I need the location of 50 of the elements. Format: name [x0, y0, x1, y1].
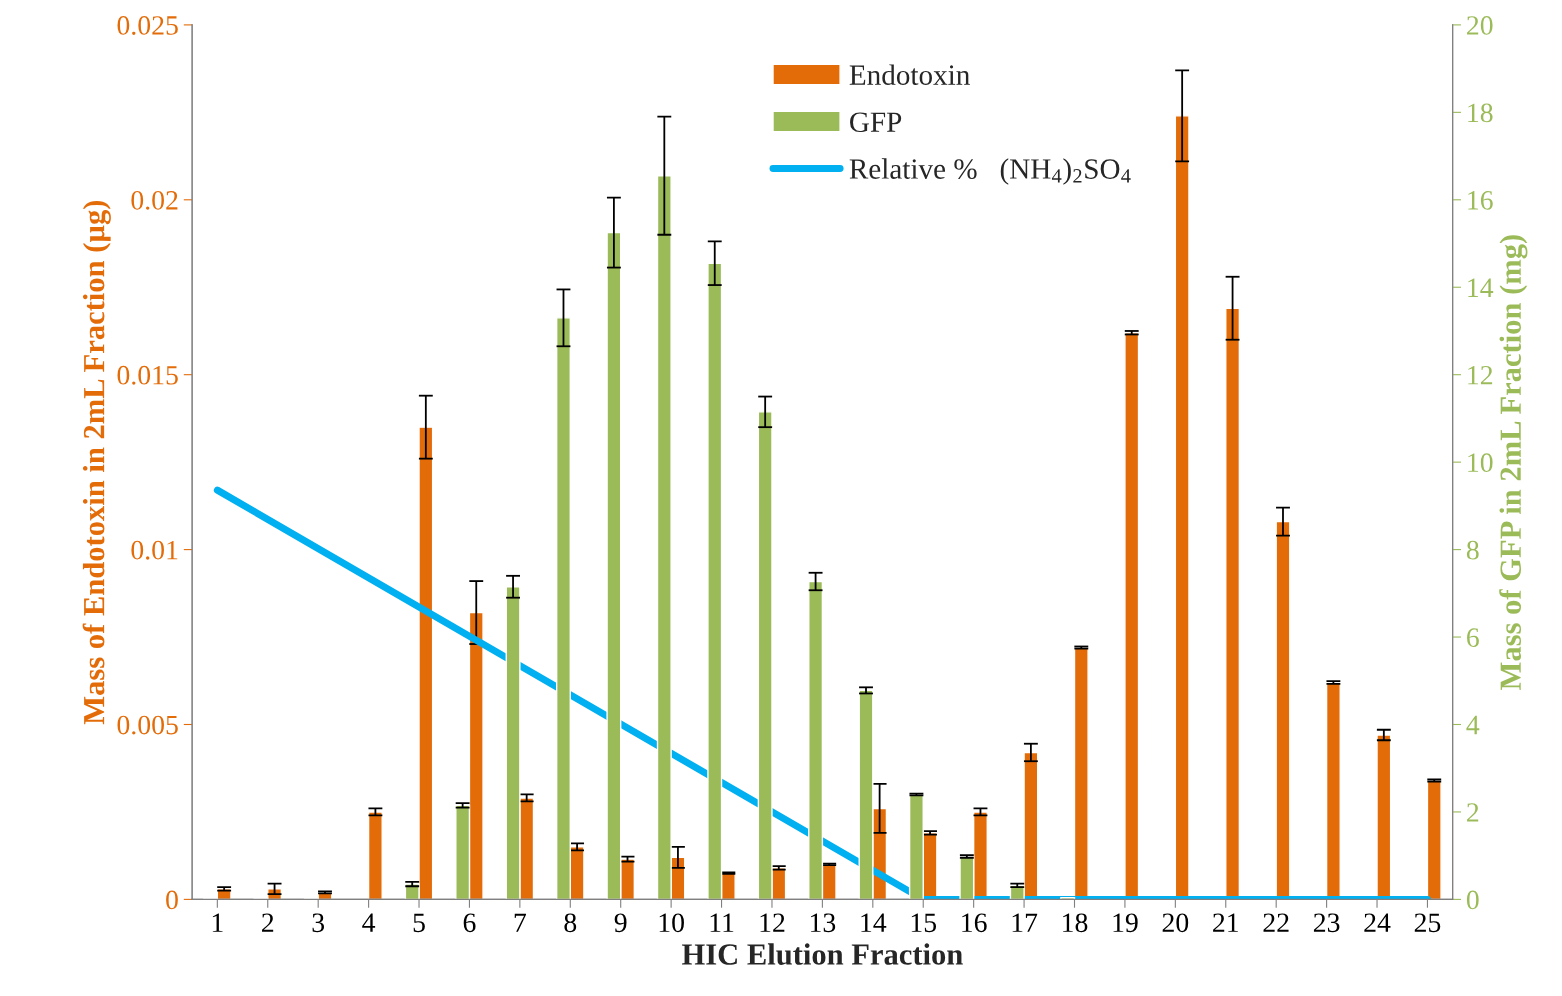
bar: [367, 811, 383, 900]
x-tick-label: 15: [911, 913, 937, 933]
bar: [1426, 779, 1442, 900]
x-tick-label: 2: [262, 913, 274, 932]
x-tick-label: 22: [1263, 913, 1289, 932]
x-tick-label: 16: [962, 913, 987, 933]
x-tick-label: 19: [1113, 913, 1138, 933]
y2-tick-label: 12: [1468, 365, 1493, 385]
x-tick-label: 17: [1012, 913, 1038, 932]
y-axis-title: Mass of Endotoxin in 2mL Fraction (µg): [82, 200, 111, 725]
y2-axis-title: Mass of GFP in 2mL Fraction (mg): [1499, 235, 1528, 690]
x-tick-label: 25: [1414, 913, 1441, 933]
x-tick-label: 11: [710, 913, 734, 932]
x-tick-label: 1: [212, 913, 223, 932]
y-tick-label: 0.005: [117, 715, 178, 735]
y2-tick-label: 8: [1466, 540, 1479, 560]
y-tick-label: 0.02: [131, 190, 178, 210]
x-tick-label: 4: [362, 913, 376, 932]
x-tick-label: 18: [1063, 913, 1088, 933]
y2-tick-label: 18: [1468, 103, 1493, 123]
x-axis-title: HIC Elution Fraction: [682, 943, 963, 965]
x-tick-label: 6: [463, 913, 476, 933]
legend-label: GFP: [850, 112, 902, 133]
y-tick-label: 0.025: [117, 16, 178, 35]
y2-tick-label: 4: [1466, 715, 1480, 735]
y2-tick-label: 2: [1467, 803, 1479, 822]
y-tick-label: 0.01: [131, 540, 178, 560]
y2-tick-label: 10: [1468, 453, 1493, 473]
x-tick-label: 23: [1313, 913, 1340, 933]
x-tick-label: 24: [1364, 913, 1391, 932]
y2-tick-label: 6: [1467, 628, 1479, 647]
x-tick-label: 14: [861, 913, 887, 932]
x-tick-label: 12: [760, 913, 785, 932]
x-tick-label: 7: [514, 913, 527, 932]
x-tick-label: 21: [1213, 913, 1238, 932]
y2-tick-label: 14: [1468, 278, 1494, 297]
legend-label: Relative % (NH$_{4}$)$_{2}$SO$_{4}$: [849, 158, 1131, 185]
x-tick-label: 8: [564, 913, 577, 933]
y2-tick-label: 0: [1466, 890, 1479, 910]
x-tick-label: 5: [413, 913, 425, 933]
y-tick-label: 0: [166, 890, 178, 910]
legend-label: Endotoxin: [849, 64, 970, 85]
x-tick-label: 20: [1162, 913, 1189, 933]
x-tick-label: 10: [659, 913, 684, 933]
y2-tick-label: 16: [1468, 191, 1493, 210]
x-tick-label: 9: [614, 913, 627, 933]
y-tick-label: 0.015: [117, 365, 178, 385]
x-tick-label: 13: [810, 913, 836, 933]
x-tick-label: 3: [312, 913, 325, 933]
y2-tick-label: 20: [1467, 16, 1493, 35]
